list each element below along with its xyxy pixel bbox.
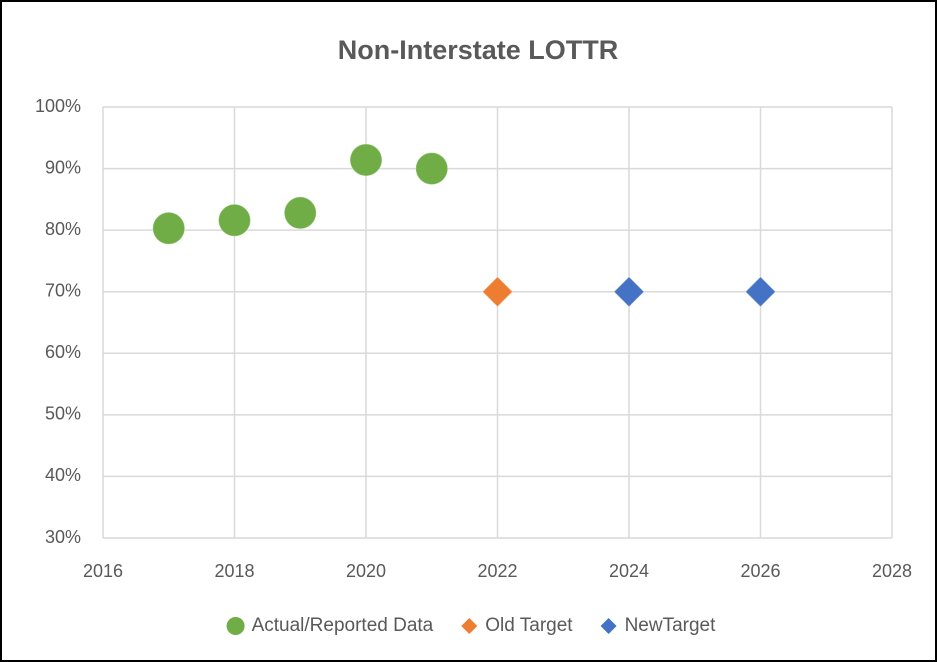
- x-tick-label: 2020: [346, 561, 386, 581]
- y-tick-label: 70%: [45, 280, 81, 300]
- legend-label: Old Target: [485, 615, 573, 636]
- y-tick-label: 60%: [45, 342, 81, 362]
- x-tick-label: 2026: [740, 561, 780, 581]
- x-tick-label: 2016: [83, 561, 123, 581]
- y-tick-label: 90%: [45, 157, 81, 177]
- x-tick-label: 2028: [872, 561, 912, 581]
- legend-label: Actual/Reported Data: [252, 615, 434, 636]
- legend-marker: [461, 618, 478, 634]
- y-tick-label: 50%: [45, 404, 81, 424]
- marker: [481, 276, 514, 308]
- y-tick-label: 30%: [45, 527, 81, 547]
- marker: [283, 196, 317, 230]
- marker: [613, 276, 645, 308]
- x-tick-label: 2024: [609, 561, 649, 581]
- legend-marker: [226, 617, 245, 635]
- y-tick-label: 40%: [45, 465, 81, 485]
- y-tick-label: 100%: [35, 96, 81, 116]
- y-tick-label: 80%: [45, 219, 81, 239]
- x-tick-label: 2018: [214, 561, 254, 581]
- chart-title: Non-Interstate LOTTR: [338, 35, 619, 65]
- marker: [218, 203, 251, 237]
- legend-label: NewTarget: [625, 615, 717, 636]
- marker: [744, 276, 777, 308]
- marker: [415, 152, 449, 186]
- marker: [349, 143, 383, 177]
- x-tick-label: 2022: [477, 561, 517, 581]
- legend-marker: [600, 618, 617, 634]
- marker: [152, 211, 186, 245]
